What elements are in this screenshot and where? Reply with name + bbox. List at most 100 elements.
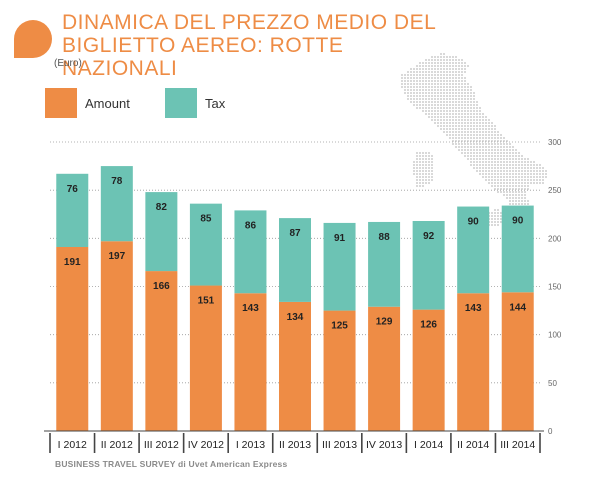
map-dot [434,83,436,85]
map-dot [449,74,451,76]
map-dot [413,98,415,100]
map-dot [443,119,445,121]
map-dot [488,119,490,121]
map-dot [476,104,478,106]
map-dot [431,170,433,172]
map-dot [539,164,541,166]
map-dot [473,95,475,97]
map-dot [428,59,430,61]
map-dot [449,68,451,70]
map-dot [440,74,442,76]
bar-tax [412,220,445,310]
map-dot [497,209,499,211]
map-dot [536,182,538,184]
map-dot [512,149,514,151]
map-dot [404,83,406,85]
map-dot [419,65,421,67]
map-dot [440,125,442,127]
map-dot [422,74,424,76]
data-label-amount: 166 [153,281,170,292]
map-dot [437,65,439,67]
map-dot [413,95,415,97]
map-dot [425,164,427,166]
map-dot [524,170,526,172]
map-dot [428,95,430,97]
map-dot [425,170,427,172]
map-dot [506,182,508,184]
map-dot [494,173,496,175]
map-dot [452,140,454,142]
map-dot [542,182,544,184]
map-dot [500,173,502,175]
map-dot [455,68,457,70]
y-tick-label: 0 [548,427,553,436]
map-dot [419,167,421,169]
map-dot [443,131,445,133]
map-dot [482,113,484,115]
map-dot [464,98,466,100]
map-dot [416,71,418,73]
map-dot [434,56,436,58]
map-dot [512,167,514,169]
map-dot [458,59,460,61]
map-dot [491,134,493,136]
map-dot [497,137,499,139]
map-dot [476,140,478,142]
map-dot [500,182,502,184]
map-dot [440,53,442,55]
map-dot [434,59,436,61]
map-dot [431,56,433,58]
map-dot [419,89,421,91]
map-dot [524,200,526,202]
map-dot [515,149,517,151]
map-dot [425,179,427,181]
map-dot [476,122,478,124]
map-dot [440,116,442,118]
map-dot [506,155,508,157]
map-dot [476,116,478,118]
map-dot [536,167,538,169]
map-dot [458,62,460,64]
map-dot [491,182,493,184]
map-dot [470,134,472,136]
map-dot [458,122,460,124]
map-dot [527,170,529,172]
map-dot [425,62,427,64]
map-dot [518,152,520,154]
map-dot [455,71,457,73]
map-dot [482,155,484,157]
map-dot [539,176,541,178]
map-dot [434,116,436,118]
map-dot [494,185,496,187]
map-dot [461,116,463,118]
map-dot [494,176,496,178]
map-dot [428,161,430,163]
map-dot [476,101,478,103]
map-dot [503,140,505,142]
map-dot [422,176,424,178]
map-dot [413,68,415,70]
map-dot [494,158,496,160]
map-dot [422,77,424,79]
map-dot [428,71,430,73]
map-dot [440,95,442,97]
map-dot [482,131,484,133]
map-dot [500,155,502,157]
map-dot [422,182,424,184]
map-dot [428,89,430,91]
map-dot [485,116,487,118]
map-dot [530,176,532,178]
map-dot [443,113,445,115]
map-dot [449,92,451,94]
map-dot [524,185,526,187]
map-dot [425,92,427,94]
map-dot [530,182,532,184]
map-dot [497,221,499,223]
map-dot [470,140,472,142]
map-dot [527,182,529,184]
map-dot [485,137,487,139]
map-dot [455,125,457,127]
map-dot [428,107,430,109]
map-dot [443,56,445,58]
map-dot [449,56,451,58]
